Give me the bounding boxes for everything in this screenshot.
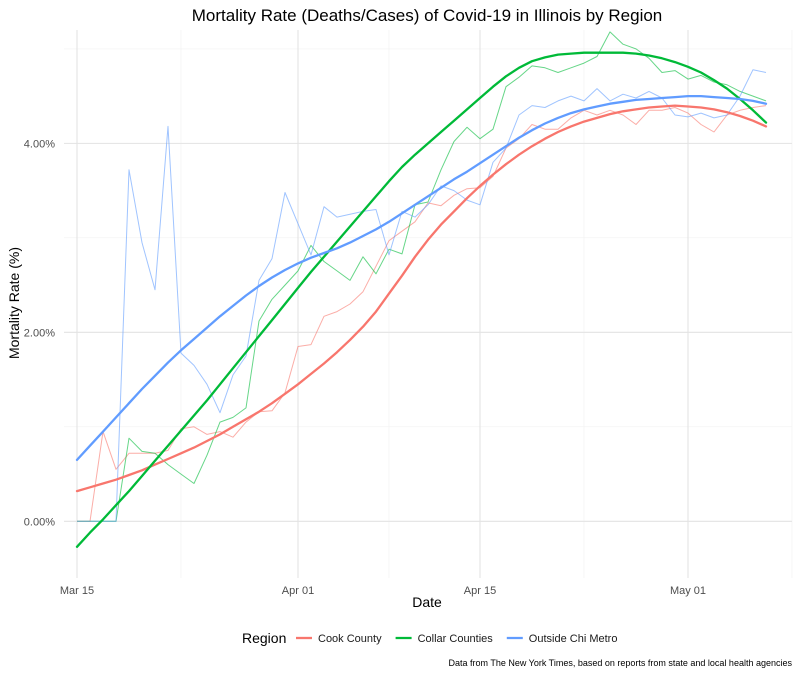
- cook-county-legend-label: Cook County: [318, 633, 382, 645]
- collar-counties-raw-line: [77, 31, 767, 522]
- axis-layer: 0.00% 2.00% 4.00% Mar 15 Apr 01 Apr 15 May 01: [24, 138, 706, 597]
- collar-counties-trend-line: [75, 51, 768, 548]
- y-tick-label-0: 0.00%: [24, 516, 55, 528]
- y-tick-label-1: 2.00%: [24, 327, 55, 339]
- legend-title: Region: [242, 630, 286, 646]
- y-tick-label-2: 4.00%: [24, 138, 55, 150]
- caption: Data from The New York Times, based on r…: [448, 658, 792, 668]
- x-tick-label-0: Mar 15: [60, 585, 94, 597]
- y-axis-label: Mortality Rate (%): [6, 247, 22, 359]
- cook-county-trend-line: [75, 104, 768, 493]
- x-axis-label: Date: [412, 594, 442, 610]
- outside-chi-metro-trend-line: [75, 94, 768, 462]
- outside-chi-metro-raw-line: [77, 69, 767, 522]
- collar-counties-legend-label: Collar Counties: [418, 633, 494, 645]
- cook-county-raw-line: [77, 105, 767, 522]
- x-tick-label-2: Apr 15: [464, 585, 496, 597]
- legend: Region Cook County Collar Counties Outside…: [242, 630, 617, 646]
- x-tick-label-1: Apr 01: [282, 585, 314, 597]
- x-tick-label-3: May 01: [670, 585, 706, 597]
- legend-items: Cook County Collar Counties Outside Chi Me…: [296, 633, 617, 645]
- raw-series-layer: [77, 31, 767, 522]
- chart-title: Mortality Rate (Deaths/Cases) of Covid-1…: [192, 6, 663, 25]
- trend-series-layer: [75, 51, 768, 548]
- outside-chi-metro-legend-label: Outside Chi Metro: [529, 633, 618, 645]
